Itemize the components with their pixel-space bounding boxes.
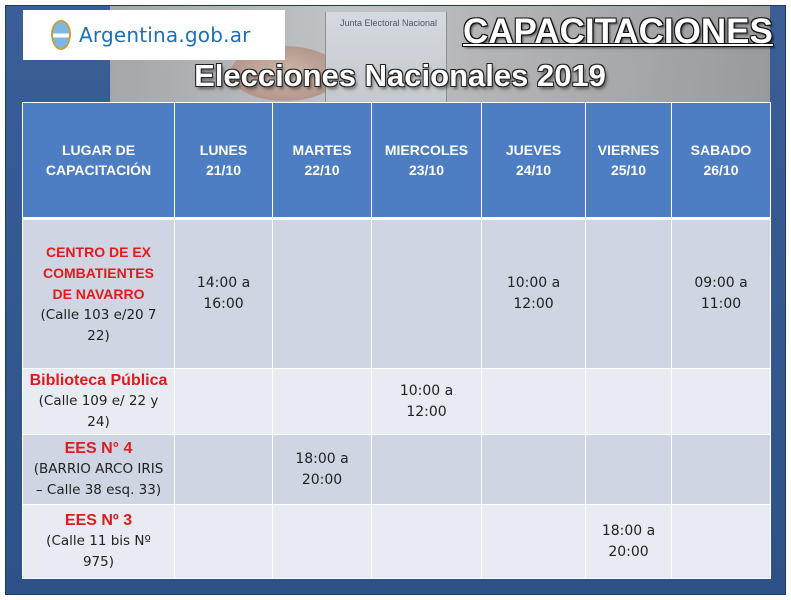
venue-address: (Calle 109 e/ 22 y 24)	[38, 393, 159, 430]
schedule-cell	[671, 504, 771, 579]
schedule-cell	[272, 504, 372, 579]
venue-address: (BARRIO ARCO IRIS – Calle 38 esq. 33)	[33, 461, 164, 498]
venue-cell: CENTRO DE EX COMBATIENTES DE NAVARRO (Ca…	[22, 218, 175, 369]
schedule-cell	[481, 368, 586, 435]
schedule-cell	[371, 504, 482, 579]
page-subtitle: Elecciones Nacionales 2019	[194, 58, 606, 93]
ballot-box-label: Junta Electoral Nacional	[340, 18, 438, 28]
venue-address: (Calle 103 e/20 7 22)	[40, 306, 157, 344]
venue-address: (Calle 11 bis Nº 975)	[46, 533, 151, 570]
schedule-cell: 09:00 a 11:00	[671, 218, 771, 369]
schedule-cell	[671, 368, 771, 435]
schedule-table: LUGAR DE CAPACITACIÓN LUNES 21/10 MARTES 22…	[22, 102, 771, 579]
schedule-cell: 14:00 a 16:00	[174, 218, 273, 369]
table-row: Biblioteca Pública (Calle 109 e/ 22 y 24…	[22, 368, 771, 435]
column-header-saturday: SABADO 26/10	[671, 102, 771, 220]
table-row: EES N° 4 (BARRIO ARCO IRIS – Calle 38 es…	[22, 434, 771, 505]
schedule-cell	[174, 368, 273, 435]
venue-name: EES N° 4	[64, 440, 133, 457]
schedule-cell	[371, 218, 482, 369]
schedule-cell	[585, 218, 672, 369]
column-header-wednesday: MIERCOLES 23/10	[371, 102, 482, 220]
schedule-cell	[481, 504, 586, 579]
national-seal-icon	[51, 20, 71, 50]
table-row: CENTRO DE EX COMBATIENTES DE NAVARRO (Ca…	[22, 218, 771, 369]
venue-cell: EES N° 4 (BARRIO ARCO IRIS – Calle 38 es…	[22, 434, 175, 505]
column-header-friday: VIERNES 25/10	[585, 102, 672, 220]
column-header-venue: LUGAR DE CAPACITACIÓN	[22, 102, 175, 220]
schedule-cell	[585, 368, 672, 435]
venue-name: EES Nº 3	[64, 512, 133, 529]
schedule-cell	[174, 504, 273, 579]
ballot-box-image: Junta Electoral Nacional	[325, 12, 447, 102]
schedule-cell	[371, 434, 482, 505]
venue-name: Biblioteca Pública	[29, 372, 168, 389]
schedule-cell	[272, 218, 372, 369]
schedule-cell: 10:00 a 12:00	[481, 218, 586, 369]
column-header-thursday: JUEVES 24/10	[481, 102, 586, 220]
schedule-cell: 18:00 a 20:00	[272, 434, 372, 505]
schedule-cell	[481, 434, 586, 505]
schedule-cell	[585, 434, 672, 505]
column-header-monday: LUNES 21/10	[174, 102, 273, 220]
page-title: CAPACITACIONES	[463, 12, 773, 51]
venue-cell: Biblioteca Pública (Calle 109 e/ 22 y 24…	[22, 368, 175, 435]
column-header-tuesday: MARTES 22/10	[272, 102, 372, 220]
table-row: EES Nº 3 (Calle 11 bis Nº 975) 18:00 a 20…	[22, 504, 771, 579]
logo-text: Argentina.gob.ar	[79, 23, 251, 47]
schedule-cell: 10:00 a 12:00	[371, 368, 482, 435]
table-header-row: LUGAR DE CAPACITACIÓN LUNES 21/10 MARTES 22…	[22, 102, 771, 220]
schedule-cell	[272, 368, 372, 435]
schedule-cell	[174, 434, 273, 505]
schedule-cell: 18:00 a 20:00	[585, 504, 672, 579]
venue-cell: EES Nº 3 (Calle 11 bis Nº 975)	[22, 504, 175, 579]
argentina-logo: Argentina.gob.ar	[23, 10, 285, 60]
schedule-cell	[671, 434, 771, 505]
venue-name: CENTRO DE EX COMBATIENTES DE NAVARRO	[43, 243, 154, 302]
